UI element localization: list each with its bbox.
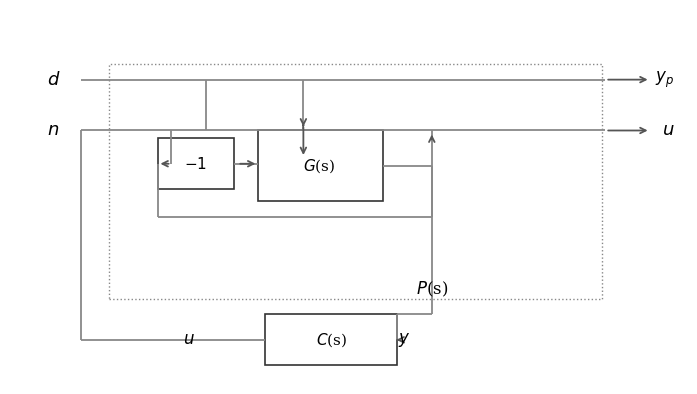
Text: $P$(s): $P$(s) <box>415 279 448 299</box>
Text: $y$: $y$ <box>398 331 411 349</box>
Text: $y_p$: $y_p$ <box>654 69 674 90</box>
Text: $-1$: $-1$ <box>184 156 207 172</box>
Bar <box>265 314 397 365</box>
Text: $u$: $u$ <box>183 331 194 348</box>
Text: $u$: $u$ <box>661 121 674 139</box>
Text: $G$(s): $G$(s) <box>303 157 335 175</box>
Bar <box>109 64 602 299</box>
Bar <box>158 138 234 189</box>
Bar <box>259 130 383 201</box>
Text: $d$: $d$ <box>47 71 60 89</box>
Text: $C$(s): $C$(s) <box>316 331 346 349</box>
Text: $n$: $n$ <box>47 121 59 139</box>
